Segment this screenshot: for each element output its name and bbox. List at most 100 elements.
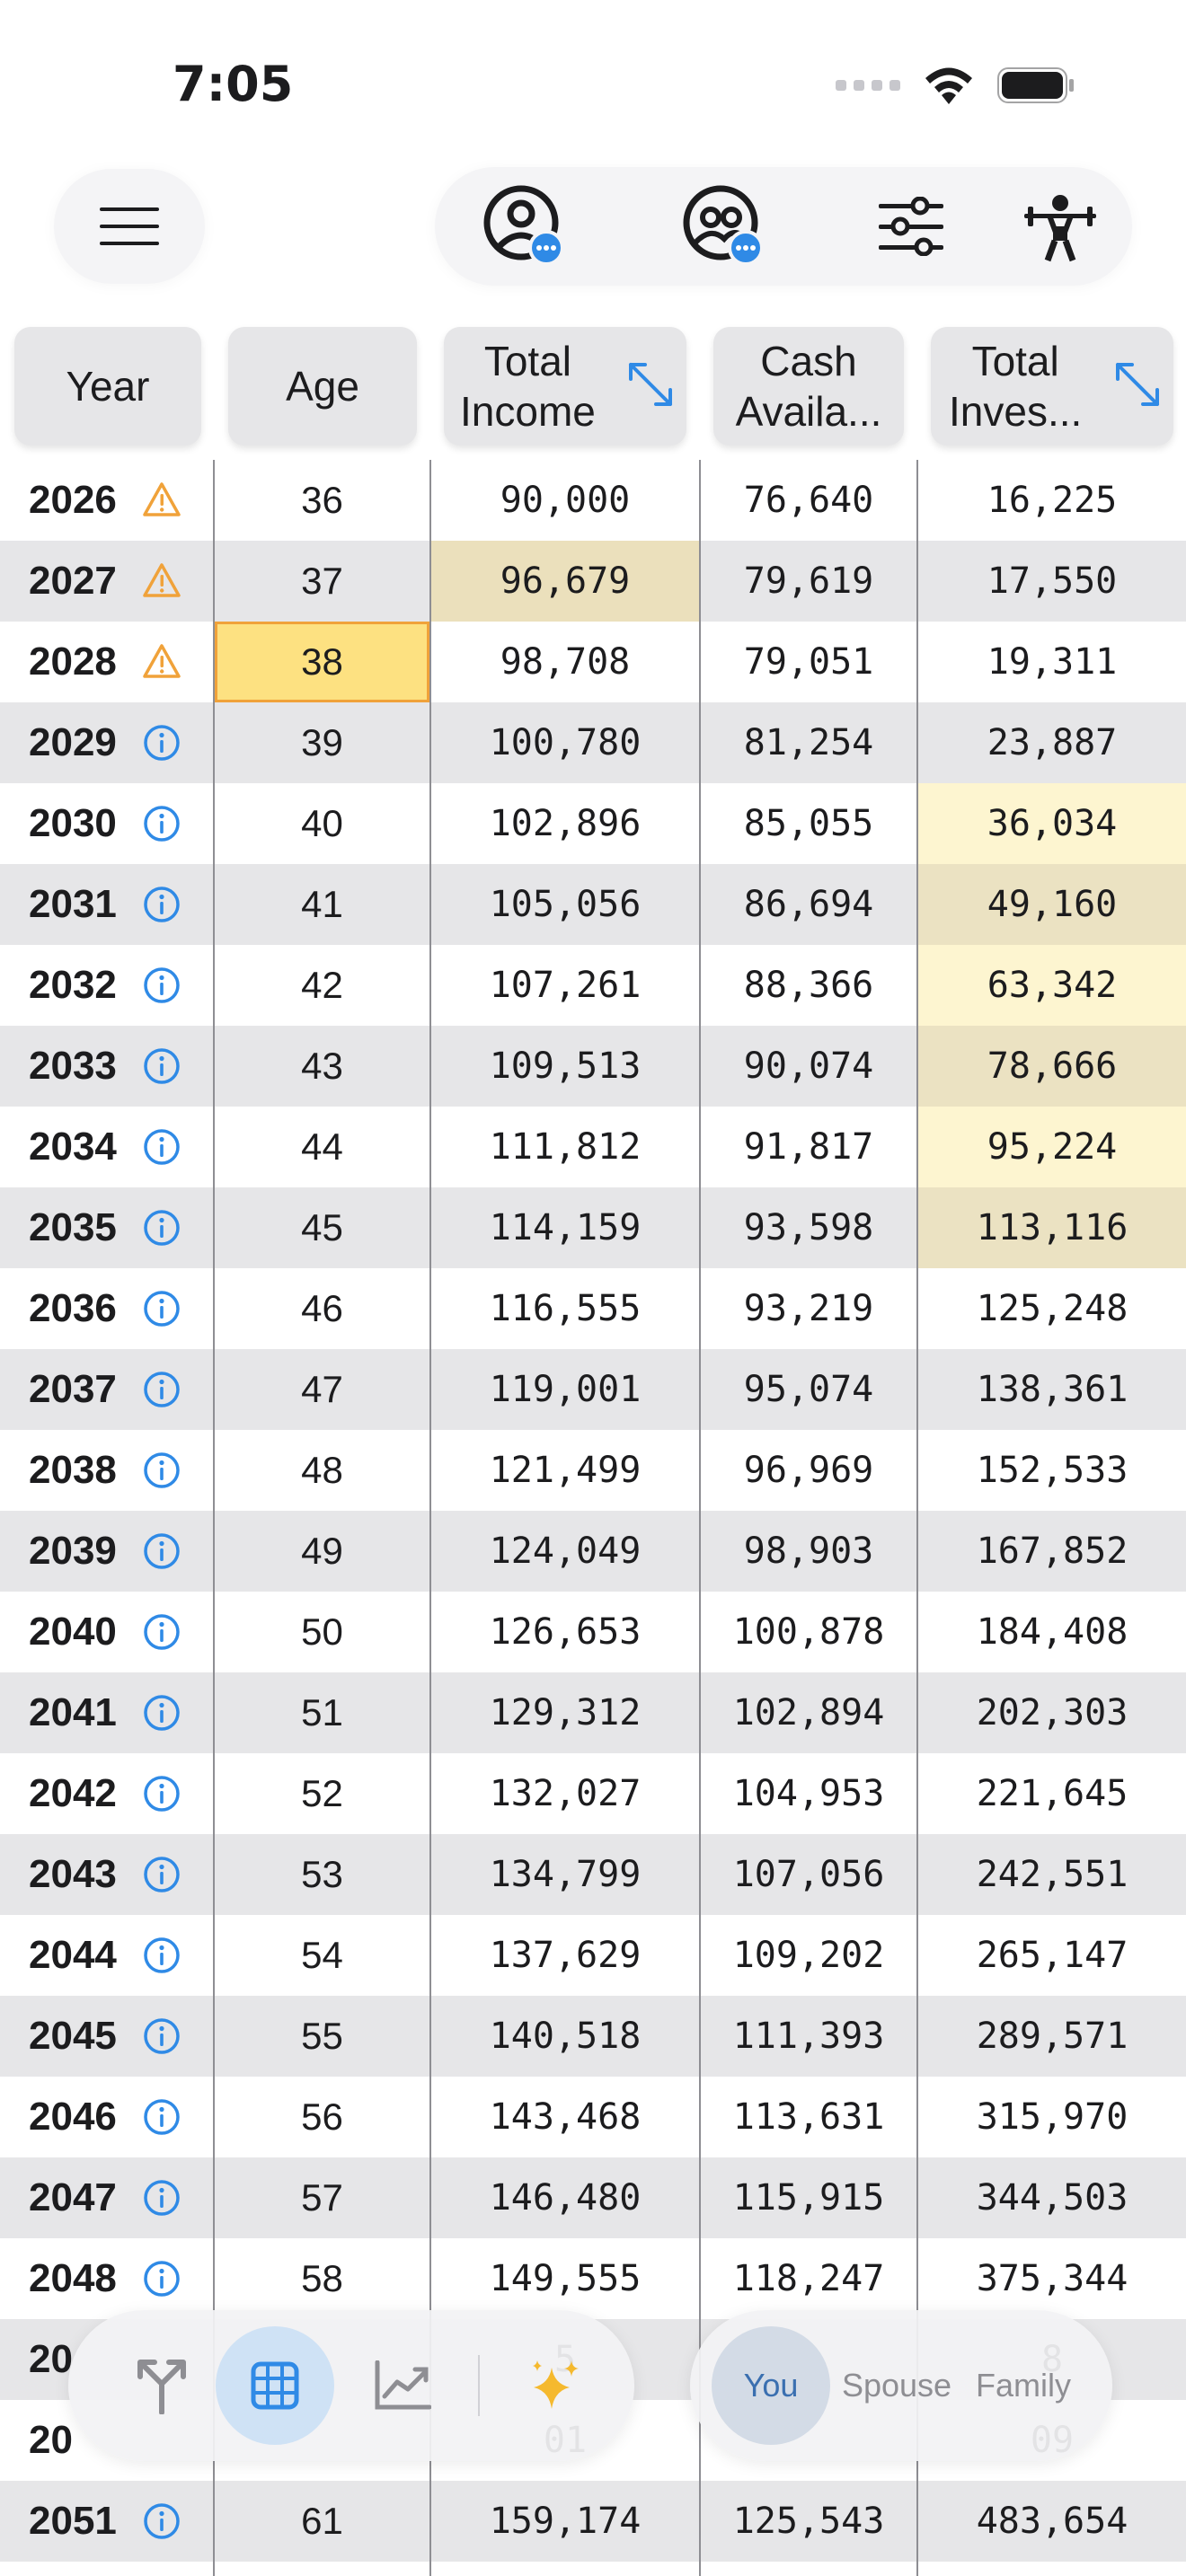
cash-cell: 79,051 (743, 641, 874, 683)
table-row[interactable]: 2040 50 126,653 100,878 184,408 (0, 1592, 1186, 1672)
table-row[interactable]: 2034 44 111,812 91,817 95,224 (0, 1107, 1186, 1187)
info-icon[interactable] (142, 885, 181, 924)
weightlifter-icon (1024, 195, 1096, 262)
invest-cell: 23,887 (987, 722, 1118, 763)
warning-icon[interactable] (142, 642, 181, 682)
table-row[interactable]: 2037 47 119,001 95,074 138,361 (0, 1349, 1186, 1430)
cash-cell: 91,817 (743, 1126, 874, 1168)
table-row[interactable]: 2035 45 114,159 93,598 113,116 (0, 1187, 1186, 1268)
table-row[interactable]: 2039 49 124,049 98,903 167,852 (0, 1511, 1186, 1592)
table-row[interactable]: 2041 51 129,312 102,894 202,303 (0, 1672, 1186, 1753)
age-cell: 53 (301, 1853, 343, 1895)
info-icon[interactable] (142, 1531, 181, 1571)
person-profile-button[interactable] (482, 183, 568, 269)
header-age[interactable]: Age (228, 327, 417, 446)
table-row[interactable]: 2026 36 90,000 76,640 16,225 (0, 460, 1186, 541)
menu-button[interactable] (54, 169, 205, 284)
table-row[interactable]: 2044 54 137,629 109,202 265,147 (0, 1915, 1186, 1996)
age-cell: 37 (301, 560, 343, 602)
invest-cell: 265,147 (976, 1935, 1128, 1976)
segment-you[interactable]: You (712, 2326, 830, 2445)
couple-profile-button[interactable] (681, 183, 767, 269)
info-icon[interactable] (142, 1936, 181, 1975)
expand-column-icon[interactable] (627, 361, 674, 408)
info-icon[interactable] (142, 2501, 181, 2541)
age-cell: 52 (301, 1772, 343, 1814)
table-row[interactable]: 2046 56 143,468 113,631 315,970 (0, 2077, 1186, 2157)
header-year[interactable]: Year (14, 327, 201, 446)
header-cash-available[interactable]: Cash Availa... (713, 327, 904, 446)
info-icon[interactable] (142, 1289, 181, 1328)
info-icon[interactable] (142, 1855, 181, 1894)
income-cell: 116,555 (489, 1288, 642, 1329)
table-row[interactable]: 2045 55 140,518 111,393 289,571 (0, 1996, 1186, 2077)
cash-cell: 79,619 (743, 560, 874, 602)
segment-family[interactable]: Family (976, 2367, 1071, 2404)
strength-button[interactable] (1017, 183, 1103, 269)
income-cell: 121,499 (489, 1450, 642, 1491)
table-row[interactable]: 2028 38 98,708 79,051 19,311 (0, 622, 1186, 702)
info-icon[interactable] (142, 1046, 181, 1086)
income-cell: 137,629 (489, 1935, 642, 1976)
info-icon[interactable] (142, 1127, 181, 1167)
ai-sparkle-button[interactable] (501, 2332, 609, 2439)
info-icon[interactable] (142, 1774, 181, 1813)
info-icon[interactable] (142, 2178, 181, 2218)
year-cell: 2026 (0, 460, 212, 541)
invest-cell: 36,034 (918, 783, 1186, 864)
age-cell: 40 (301, 802, 343, 844)
table-row[interactable]: 2043 53 134,799 107,056 242,551 (0, 1834, 1186, 1915)
info-icon[interactable] (142, 1693, 181, 1733)
info-icon[interactable] (142, 1451, 181, 1490)
info-icon[interactable] (142, 2259, 181, 2298)
income-cell: 114,159 (489, 1207, 642, 1248)
info-icon[interactable] (142, 723, 181, 763)
warning-icon[interactable] (142, 481, 181, 520)
segment-spouse[interactable]: Spouse (841, 2367, 952, 2404)
chart-view-button[interactable] (349, 2332, 456, 2439)
header-total-income[interactable]: Total Income (444, 327, 686, 446)
info-icon[interactable] (142, 966, 181, 1005)
info-icon[interactable] (142, 1612, 181, 1652)
table-row[interactable]: 2029 39 100,780 81,254 23,887 (0, 702, 1186, 783)
age-cell: 39 (301, 721, 343, 763)
table-row[interactable]: 2027 37 96,679 79,619 17,550 (0, 541, 1186, 622)
settings-sliders-button[interactable] (868, 183, 954, 269)
invest-cell: 242,551 (976, 1854, 1128, 1895)
year-cell: 2039 (0, 1511, 212, 1592)
income-cell: 107,261 (489, 965, 642, 1006)
year-cell: 2041 (0, 1672, 212, 1753)
header-total-income-label: Total Income (460, 338, 596, 435)
table-row[interactable]: 2042 52 132,027 104,953 221,645 (0, 1753, 1186, 1834)
age-cell: 38 (215, 622, 429, 702)
column-divider (916, 460, 918, 2576)
invest-cell: 315,970 (976, 2096, 1128, 2138)
table-row[interactable]: 2051 61 159,174 125,543 483,654 (0, 2481, 1186, 2562)
table-row[interactable]: 2032 42 107,261 88,366 63,342 (0, 945, 1186, 1026)
warning-icon[interactable] (142, 561, 181, 601)
year-value: 2027 (29, 559, 117, 603)
table-row[interactable]: 2030 40 102,896 85,055 36,034 (0, 783, 1186, 864)
info-icon[interactable] (142, 2016, 181, 2056)
age-cell: 36 (301, 479, 343, 521)
info-icon[interactable] (142, 1208, 181, 1248)
table-row[interactable]: 2047 57 146,480 115,915 344,503 (0, 2157, 1186, 2238)
info-icon[interactable] (142, 1370, 181, 1409)
grid-table-icon (251, 2361, 299, 2410)
header-total-invest[interactable]: Total Inves... (931, 327, 1173, 446)
invest-cell: 19,311 (987, 641, 1118, 683)
battery-icon (997, 67, 1074, 103)
table-row[interactable]: 2031 41 105,056 86,694 49,160 (0, 864, 1186, 945)
year-cell: 2045 (0, 1996, 212, 2077)
table-row[interactable]: 2048 58 149,555 118,247 375,344 (0, 2238, 1186, 2319)
expand-column-icon[interactable] (1114, 361, 1161, 408)
table-row[interactable]: 2036 46 116,555 93,219 125,248 (0, 1268, 1186, 1349)
info-icon[interactable] (142, 2097, 181, 2137)
age-cell: 41 (301, 883, 343, 925)
table-row[interactable]: 2033 43 109,513 90,074 78,666 (0, 1026, 1186, 1107)
scenario-branch-button[interactable] (108, 2332, 216, 2439)
table-row[interactable]: 2038 48 121,499 96,969 152,533 (0, 1430, 1186, 1511)
info-icon[interactable] (142, 804, 181, 843)
table-view-button[interactable] (216, 2326, 334, 2445)
cash-cell: 125,543 (732, 2501, 885, 2542)
